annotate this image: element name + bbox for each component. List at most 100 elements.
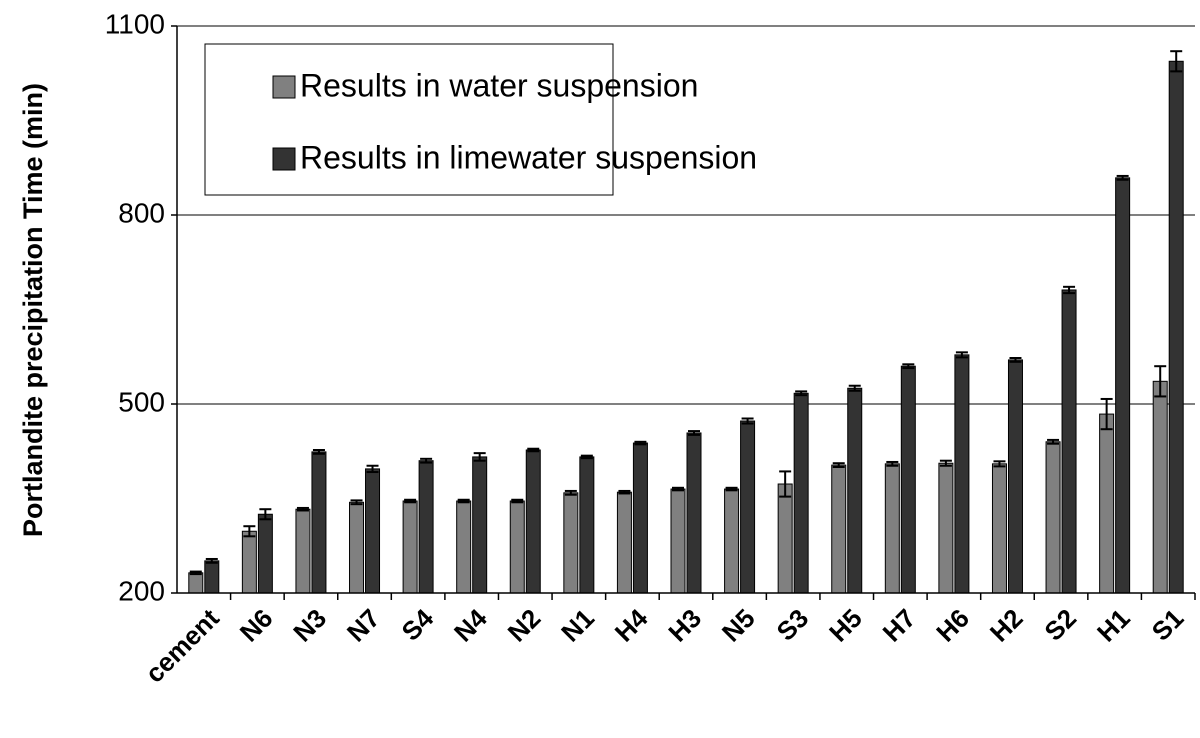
error-bar [1116,174,1129,181]
error-bar [420,457,433,464]
x-tick-label: N4 [448,603,493,648]
error-bar [350,499,363,506]
bar [831,464,847,594]
bar [402,500,418,594]
legend-swatch [272,75,296,99]
error-bar [795,390,808,397]
bar [1152,380,1168,594]
legend-label: Results in water suspension [300,67,698,103]
bar [349,501,365,594]
x-tick-label: N5 [716,603,761,648]
bar [954,354,970,594]
bar [938,462,954,594]
bar [670,488,686,594]
bar [793,392,809,594]
x-tick-label: N7 [341,603,386,648]
error-bar [741,417,754,425]
bar [1007,359,1023,594]
error-bar [634,440,647,446]
legend-label: Results in limewater suspension [300,139,757,175]
error-bar [939,459,952,467]
bar [900,365,916,594]
y-axis-label: Portlandite precipitation Time (min) [18,83,48,537]
error-bar [688,430,700,436]
error-bar [832,462,845,468]
error-bar [886,460,899,467]
x-tick-label: N3 [287,603,332,648]
x-tick-label: S4 [396,603,440,647]
error-bar [1047,438,1060,445]
bar [686,432,702,594]
bar [509,500,525,594]
x-tick-label: H7 [877,603,922,648]
error-bar [618,489,631,495]
x-tick-label: S2 [1038,603,1082,647]
x-tick-label: S1 [1146,603,1190,647]
bar [204,560,220,594]
error-bar [473,452,486,462]
error-bar [259,508,272,521]
y-tick-label: 800 [118,197,165,228]
bar [884,463,900,594]
bar [257,513,273,594]
error-bar [527,447,540,453]
y-tick-label: 1100 [105,8,165,39]
error-bar [779,470,792,498]
bar [777,483,793,594]
bar [241,530,257,594]
x-tick-label: H4 [609,603,654,648]
error-bar [457,498,470,504]
bar [740,420,756,594]
bar [418,460,434,594]
error-bar [955,351,968,359]
x-tick-label: N1 [555,603,600,648]
error-bar [1154,365,1167,398]
error-bar [205,557,218,564]
error-bar [189,570,202,576]
error-bar [1009,357,1022,363]
bar [1115,177,1131,594]
x-tick-label: H5 [823,603,868,648]
x-tick-label: H3 [662,603,707,648]
bar [847,387,863,594]
error-bar [902,363,915,370]
error-bar [993,460,1006,468]
bar [991,463,1007,594]
bar [1045,441,1061,594]
bar [724,488,740,594]
error-bar [296,506,309,512]
x-tick-label: H2 [984,603,1029,648]
error-bar [1100,397,1113,431]
x-tick-label: H6 [930,603,975,648]
bar [1168,60,1184,594]
error-bar [580,454,593,460]
error-bar [1170,50,1183,73]
bar [188,572,204,594]
bar [525,449,541,594]
bar [632,442,648,594]
error-bar [312,448,325,455]
x-tick-label: N2 [502,603,547,648]
bar [563,492,579,594]
bar [295,508,311,594]
y-tick-label: 500 [118,386,165,417]
error-bar [848,384,861,392]
legend-swatch [272,147,296,171]
x-tick-label: H1 [1091,603,1136,648]
bar [311,451,327,594]
bar [616,491,632,594]
y-tick-label: 200 [118,575,165,606]
bar [365,468,381,594]
error-bar [243,525,256,538]
error-bar [511,498,524,504]
x-tick-label: cement [139,603,225,689]
x-tick-label: N6 [234,603,279,648]
error-bar [725,486,738,492]
error-bar [404,498,417,504]
bar [1099,413,1115,594]
bar [472,456,488,594]
bar [456,500,472,594]
error-bar [1063,285,1076,295]
error-bar [672,486,684,492]
